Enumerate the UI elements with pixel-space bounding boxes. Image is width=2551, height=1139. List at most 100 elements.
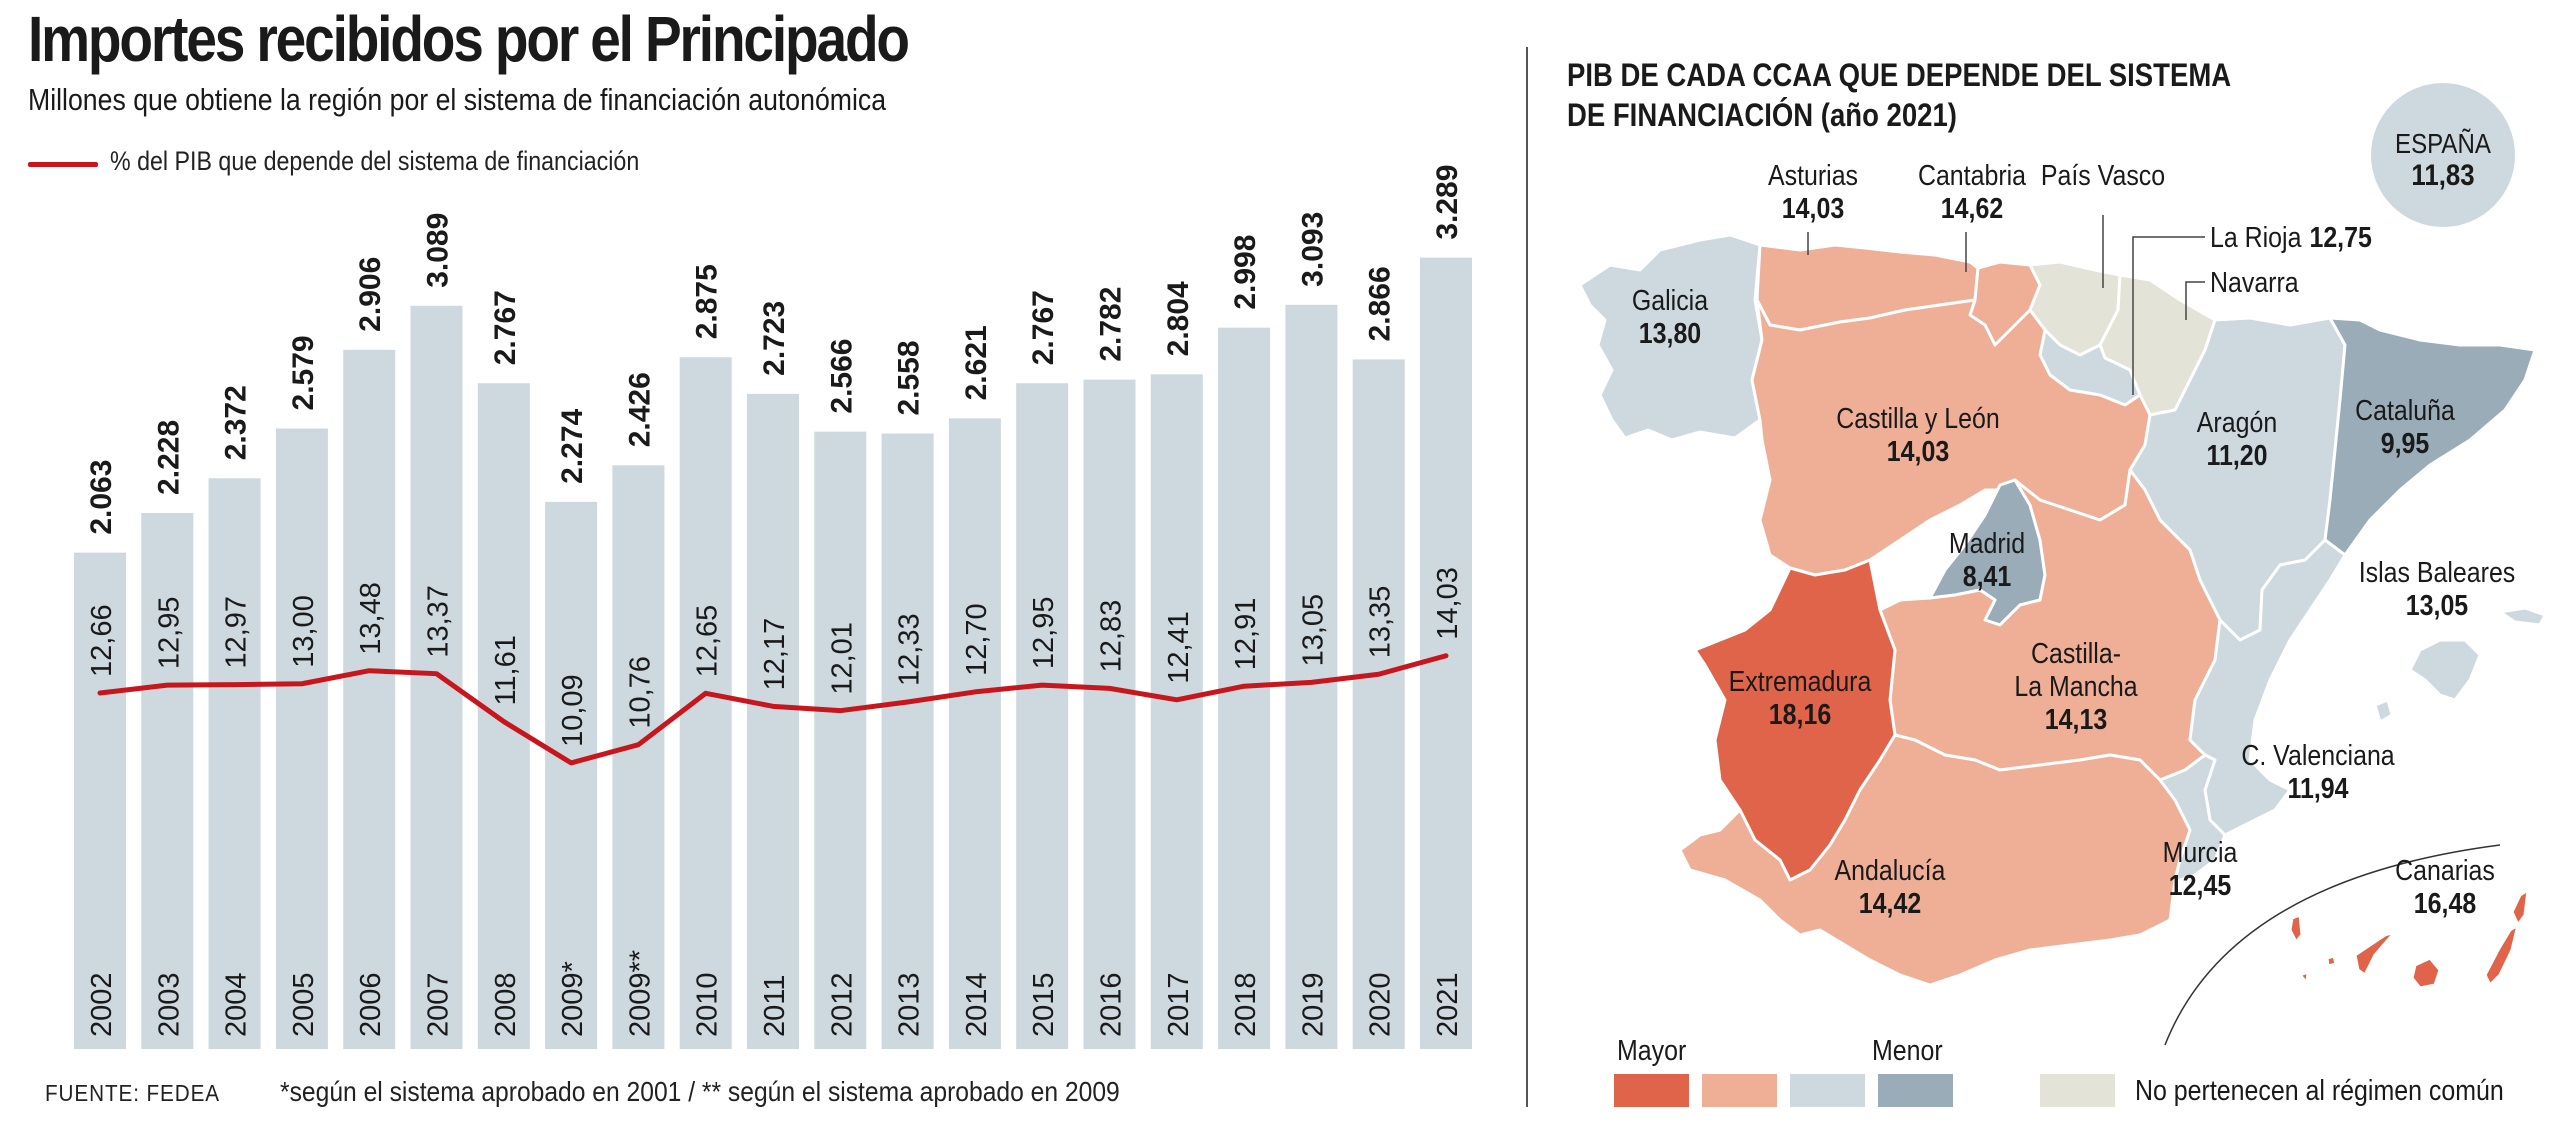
line-value-label: 12,97 [221, 596, 253, 669]
region-andalucia[interactable] [1678, 733, 2192, 987]
region-value-cataluna: 9,95 [2381, 427, 2430, 459]
bar-2007 [410, 305, 463, 1049]
bar-value-label: 2.566 [825, 339, 858, 414]
region-canarias-el-hierro[interactable] [2298, 970, 2310, 985]
legend-mayor-label: Mayor [1617, 1035, 1687, 1067]
region-name-canarias: Canarias [2395, 854, 2495, 886]
bar-2016 [1083, 379, 1136, 1050]
region-name-la-rioja: La Rioja [2210, 221, 2302, 253]
year-label: 2015 [1028, 972, 1060, 1037]
year-label: 2010 [692, 972, 724, 1037]
region-name-islas-baleares: Islas Baleares [2359, 556, 2516, 588]
chart-title: Importes recibidos por el Principado [28, 3, 910, 75]
region-value-andalucia: 14,42 [1859, 887, 1921, 919]
year-label: 2009* [557, 961, 589, 1037]
region-canarias-tenerife[interactable] [2353, 930, 2397, 977]
region-baleares-mallorca[interactable] [2408, 638, 2482, 702]
region-cataluna[interactable] [2323, 316, 2537, 557]
line-value-label: 12,33 [894, 613, 926, 686]
year-label: 2005 [288, 972, 320, 1037]
year-label: 2019 [1297, 972, 1329, 1037]
map-title-line2: DE FINANCIACIÓN (año 2021) [1567, 97, 1957, 133]
legend-swatch-mayor [1614, 1074, 1689, 1107]
region-c-valenciana[interactable] [2188, 538, 2347, 837]
year-label: 2002 [86, 972, 118, 1037]
year-label: 2017 [1163, 972, 1195, 1037]
bar-2012 [814, 431, 867, 1050]
bar-value-label: 2.372 [220, 385, 253, 460]
region-value-cantabria: 14,62 [1941, 192, 2003, 224]
year-label: 2007 [423, 972, 455, 1037]
bar-value-label: 2.906 [354, 257, 387, 332]
map-title: PIB DE CADA CCAA QUE DEPENDE DEL SISTEMA… [1567, 55, 2231, 135]
region-name-castilla-y-leon: Castilla y León [1836, 402, 2000, 434]
legend-no-comun-label: No pertenecen al régimen común [2135, 1075, 2504, 1107]
line-value-label: 12,66 [86, 604, 118, 677]
line-value-label: 12,01 [826, 622, 858, 695]
region-value-aragon: 11,20 [2206, 439, 2267, 471]
region-name-pais-vasco: País Vasco [2041, 159, 2165, 191]
year-label: 2021 [1432, 972, 1464, 1037]
region-name-aragon: Aragón [2197, 406, 2277, 438]
region-canarias-gran-canaria[interactable] [2410, 956, 2442, 990]
region-name-navarra: Navarra [2210, 266, 2300, 298]
region-value-castilla-la-mancha: 14,13 [2045, 703, 2107, 735]
region-galicia[interactable] [1578, 233, 1764, 442]
bar-2013 [881, 433, 934, 1050]
line-value-label: 12,65 [692, 605, 724, 678]
legend-line-swatch [28, 162, 98, 167]
region-name-madrid: Madrid [1949, 527, 2025, 559]
region-baleares-menorca[interactable] [2498, 606, 2547, 627]
footer-source: FUENTE: FEDEA [45, 1080, 221, 1106]
region-name-asturias: Asturias [1768, 159, 1858, 191]
bar-2003 [141, 512, 194, 1049]
line-value-label: 14,03 [1432, 567, 1464, 640]
line-value-label: 12,70 [961, 603, 993, 676]
line-value-label: 12,83 [1096, 600, 1128, 673]
year-label: 2011 [759, 975, 791, 1037]
region-name-murcia: Murcia [2163, 836, 2239, 868]
region-name-c-valenciana: C. Valenciana [2241, 739, 2395, 771]
legend-label: % del PIB que depende del sistema de fin… [110, 146, 640, 176]
legend-swatch-menor [1878, 1074, 1953, 1107]
bar-line-chart: 2.063 2002 12,66 2.228 2003 12,95 2.372 2004 12,… [74, 165, 1472, 1050]
region-value-extremadura: 18,16 [1769, 698, 1831, 730]
bar-value-label: 2.804 [1162, 281, 1195, 356]
bar-2009* [545, 501, 598, 1049]
line-value-label: 13,05 [1297, 594, 1329, 667]
region-canarias-fuerteventura[interactable] [2483, 923, 2520, 987]
region-labels-layer: Galicia13,80Asturias14,03Cantabria14,62P… [1632, 159, 2515, 919]
bar-2002 [74, 552, 126, 1049]
region-canarias-la-palma[interactable] [2288, 913, 2304, 944]
bar-value-label: 2.228 [152, 420, 185, 495]
line-value-label: 13,48 [355, 582, 387, 655]
bar-value-label: 3.089 [422, 213, 455, 288]
region-value-c-valenciana: 11,94 [2287, 772, 2348, 804]
region-name-cantabria: Cantabria [1918, 159, 2027, 191]
line-value-label: 11,61 [490, 635, 522, 705]
region-canarias-la-gomera[interactable] [2325, 954, 2338, 968]
region-canarias-lanzarote[interactable] [2510, 888, 2530, 927]
bar-value-label: 2.621 [960, 325, 993, 400]
region-murcia[interactable] [2158, 753, 2227, 882]
line-value-label: 10,09 [557, 674, 589, 747]
region-name-extremadura: Extremadura [1729, 665, 1873, 697]
year-label: 2009** [624, 950, 656, 1037]
bar-2008 [477, 383, 530, 1050]
line-value-label: 10,76 [624, 656, 656, 729]
year-label: 2013 [894, 972, 926, 1037]
bar-2010 [679, 357, 732, 1049]
bar-value-label: 2.558 [893, 340, 926, 415]
bar-2004 [208, 478, 261, 1049]
bar-2019 [1285, 304, 1338, 1049]
leader-lines [1807, 215, 2205, 395]
legend-swatch-alto [1702, 1074, 1777, 1107]
bar-value-label: 2.579 [287, 335, 320, 410]
region-baleares-ibiza[interactable] [2373, 698, 2394, 724]
bar-value-label: 2.723 [758, 301, 791, 376]
legend-menor-label: Menor [1872, 1035, 1943, 1067]
region-value-canarias: 16,48 [2414, 887, 2476, 919]
spain-average-label: ESPAÑA [2395, 127, 2491, 159]
year-label: 2003 [153, 972, 185, 1037]
region-name-castilla-la-mancha-line1: Castilla- [2031, 637, 2121, 669]
